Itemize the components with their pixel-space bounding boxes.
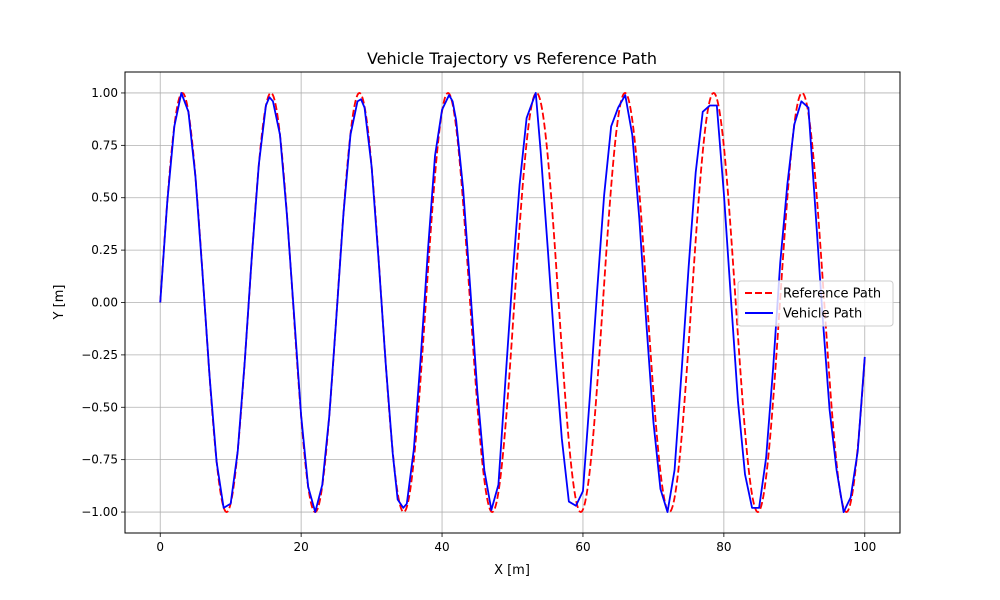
y-tick-label: −1.00 (81, 505, 118, 519)
series-layer (159, 92, 866, 513)
legend-vehicle-label: Vehicle Path (783, 307, 862, 322)
legend-box (737, 280, 894, 327)
y-tick-label: 1.00 (91, 86, 118, 100)
x-tick-label: 60 (575, 540, 590, 554)
vehicle-path-line (159, 92, 866, 513)
chart-title: Vehicle Trajectory vs Reference Path (367, 49, 657, 68)
reference-path-line (159, 92, 866, 513)
y-tick-label: 0.50 (91, 191, 118, 205)
legend: Reference Path Vehicle Path (737, 280, 894, 327)
x-tick-label: 20 (293, 540, 308, 554)
y-axis-label: Y [m] (52, 285, 67, 321)
y-tick-label: 0.00 (91, 296, 118, 310)
y-tick-label: −0.50 (81, 400, 118, 414)
x-tick-label: 100 (853, 540, 876, 554)
y-tick-label: −0.25 (81, 348, 118, 362)
y-tick-label: −0.75 (81, 453, 118, 467)
x-axis-label: X [m] (494, 563, 530, 578)
y-tick-label: 0.75 (91, 138, 118, 152)
y-tick-label: 0.25 (91, 243, 118, 257)
x-ticks: 0 20 40 60 80 100 (156, 533, 876, 554)
x-tick-label: 80 (716, 540, 731, 554)
legend-reference-label: Reference Path (783, 287, 881, 302)
x-tick-label: 0 (156, 540, 164, 554)
x-tick-label: 40 (434, 540, 449, 554)
y-ticks: −1.00 −0.75 −0.50 −0.25 0.00 0.25 0.50 0.75 1.00 (81, 86, 125, 519)
